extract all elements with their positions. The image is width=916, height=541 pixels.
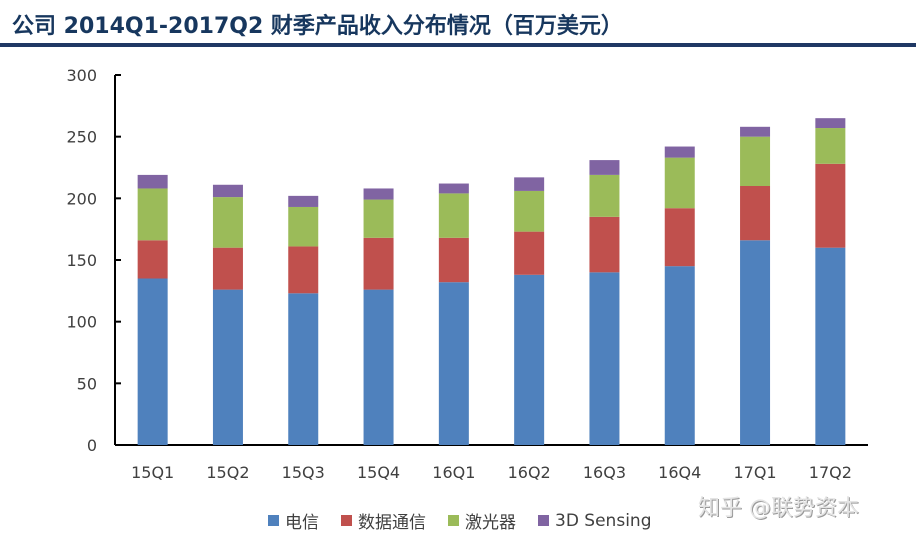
- bar-segment: [740, 126, 771, 137]
- bar-segment: [664, 157, 695, 209]
- x-tick-label: 17Q1: [733, 463, 776, 482]
- bar-segment: [288, 195, 319, 207]
- watermark: 知乎 @联势资本: [698, 496, 859, 521]
- x-tick-labels: 15Q1 15Q2 15Q3 15Q4 16Q1 16Q2 16Q3 16Q4 17Q1 17Q2: [131, 463, 852, 482]
- bars: [137, 118, 846, 445]
- bar-segment: [740, 186, 771, 241]
- bar-segment: [288, 293, 319, 445]
- bar-segment: [589, 216, 620, 273]
- legend-item-telecom: 电信: [268, 508, 319, 533]
- x-tick-label: 16Q4: [658, 463, 701, 482]
- bar-segment: [212, 247, 243, 290]
- bar-segment: [589, 174, 620, 217]
- bar-segment: [212, 197, 243, 248]
- bar-segment: [438, 193, 469, 238]
- y-tick-label: 0: [87, 436, 97, 455]
- bar-segment: [137, 240, 168, 279]
- x-tick-label: 16Q2: [508, 463, 551, 482]
- bar-segment: [740, 240, 771, 445]
- legend-item-laser: 激光器: [448, 508, 516, 533]
- legend-swatch: [268, 515, 279, 526]
- bar-segment: [664, 146, 695, 158]
- bar-segment: [137, 188, 168, 241]
- bar-segment: [288, 246, 319, 294]
- legend-label: 数据通信: [358, 513, 426, 533]
- bar-segment: [589, 160, 620, 175]
- bar-segment: [740, 136, 771, 186]
- bar-segment: [514, 274, 545, 445]
- y-tick-labels: 0 50 100 150 200 250 300: [66, 66, 97, 455]
- bar-segment: [815, 247, 846, 445]
- x-tick-label: 16Q1: [432, 463, 475, 482]
- legend-label: 3D Sensing: [555, 510, 652, 531]
- bar-segment: [815, 118, 846, 129]
- bar-segment: [815, 128, 846, 164]
- title-divider: [0, 43, 916, 47]
- bar-segment: [363, 289, 394, 445]
- legend-item-3d-sensing: 3D Sensing: [538, 511, 651, 531]
- bar-segment: [137, 278, 168, 445]
- y-tick-label: 250: [66, 128, 97, 147]
- x-tick-label: 17Q2: [809, 463, 852, 482]
- bar-segment: [363, 188, 394, 200]
- x-tick-label: 15Q3: [282, 463, 325, 482]
- bar-segment: [815, 163, 846, 248]
- y-tick-label: 50: [77, 374, 97, 393]
- legend-swatch: [538, 515, 549, 526]
- x-tick-label: 16Q3: [583, 463, 626, 482]
- x-tick-label: 15Q1: [131, 463, 174, 482]
- bar-segment: [514, 177, 545, 191]
- bar-segment: [288, 206, 319, 247]
- bar-segment: [664, 266, 695, 445]
- bar-segment: [212, 289, 243, 445]
- legend: 电信 数据通信 激光器 3D Sensing: [268, 508, 651, 533]
- bar-segment: [514, 231, 545, 275]
- x-tick-label: 15Q2: [206, 463, 249, 482]
- legend-label: 电信: [285, 513, 319, 533]
- y-tick-label: 200: [66, 189, 97, 208]
- y-tick-label: 300: [66, 66, 97, 85]
- bar-segment: [589, 272, 620, 445]
- legend-swatch: [448, 515, 459, 526]
- y-tick-label: 100: [66, 313, 97, 332]
- x-tick-label: 15Q4: [357, 463, 400, 482]
- legend-item-datacom: 数据通信: [341, 508, 426, 533]
- bar-segment: [438, 237, 469, 283]
- y-tick-label: 150: [66, 251, 97, 270]
- bar-segment: [212, 184, 243, 198]
- bar-segment: [363, 237, 394, 290]
- bar-segment: [514, 190, 545, 232]
- legend-label: 激光器: [465, 513, 516, 533]
- bar-segment: [363, 199, 394, 238]
- bar-segment: [137, 174, 168, 189]
- bar-segment: [664, 208, 695, 267]
- legend-swatch: [341, 515, 352, 526]
- chart-title: 公司 2014Q1-2017Q2 财季产品收入分布情况（百万美元）: [12, 14, 623, 39]
- bar-segment: [438, 282, 469, 445]
- bar-segment: [438, 183, 469, 194]
